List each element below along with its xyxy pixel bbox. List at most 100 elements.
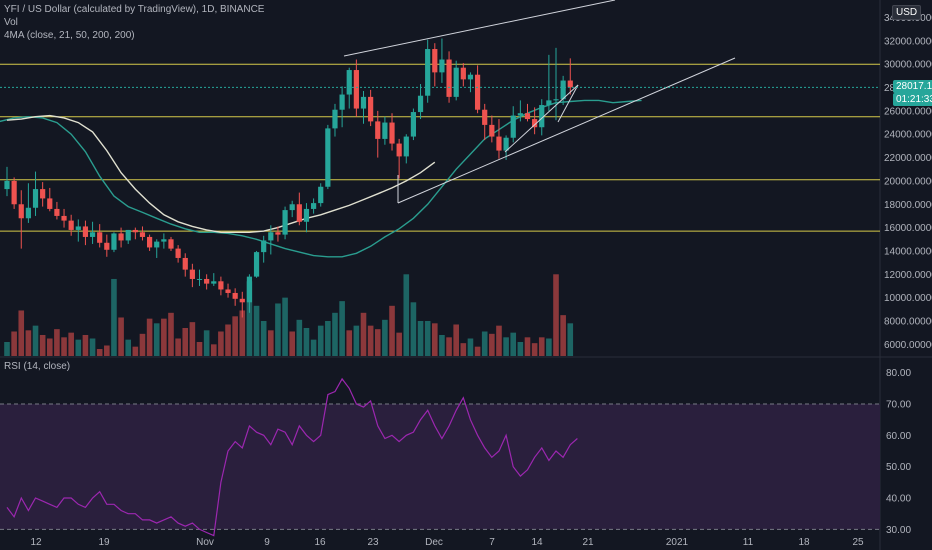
volume-bar: [567, 323, 574, 356]
volume-bar: [360, 312, 367, 356]
candle-body: [32, 189, 39, 208]
candle-body: [25, 207, 31, 219]
time-tick-label: 21: [582, 537, 594, 548]
volume-bar: [125, 339, 132, 356]
volume-bar: [496, 325, 502, 356]
rsi-line: [6, 377, 578, 537]
time-tick-label: 2021: [666, 537, 689, 548]
countdown-tag: 01:21:33: [893, 93, 932, 107]
volume-bar: [153, 323, 160, 356]
candle-body: [289, 204, 295, 211]
volume-bar: [524, 337, 531, 356]
time-tick-label: 12: [30, 537, 42, 548]
candle-body: [425, 49, 431, 96]
volume-bar: [382, 319, 388, 356]
trend-line: [343, 0, 616, 57]
candle-body: [253, 252, 260, 277]
volume-bar: [54, 329, 60, 356]
candle-body: [325, 128, 331, 187]
ma50-line: [6, 114, 436, 234]
candle-body: [546, 100, 552, 106]
rsi-legend: RSI (14, close): [4, 361, 71, 372]
time-tick-label: 23: [367, 537, 379, 548]
symbol-legend: YFI / US Dollar (calculated by TradingVi…: [4, 4, 265, 15]
volume-bar: [403, 274, 410, 356]
volume-bar: [210, 344, 217, 356]
volume-bar: [203, 330, 210, 356]
volume-bar: [332, 312, 338, 356]
candle-body: [82, 226, 89, 237]
candle-body: [524, 113, 531, 120]
price-tick-label: 32000.00000: [884, 36, 932, 47]
candle-body: [275, 232, 281, 235]
volume-bar: [104, 345, 110, 356]
rsi-tick-label: 70.00: [886, 400, 911, 411]
price-tick-label: 22000.00000: [884, 153, 932, 164]
candle-body: [517, 113, 523, 116]
volume-bar: [396, 332, 402, 356]
candle-body: [496, 136, 502, 151]
volume-bar: [531, 343, 538, 356]
price-tick-label: 6000.00000: [884, 340, 932, 351]
volume-bar: [353, 325, 360, 356]
volume-bar: [39, 334, 46, 356]
candle-body: [368, 96, 374, 122]
candle-body: [510, 115, 516, 138]
candle-body: [453, 67, 459, 97]
volume-bar: [18, 310, 25, 356]
volume-bar: [474, 346, 481, 356]
candle-body: [68, 220, 74, 230]
price-tick-label: 16000.00000: [884, 223, 932, 234]
candle-body: [168, 239, 174, 249]
volume-bar: [218, 331, 224, 356]
candle-body: [375, 121, 381, 139]
candle-body: [18, 204, 24, 219]
price-tick-label: 14000.00000: [884, 246, 932, 257]
currency-badge[interactable]: USD: [892, 5, 922, 20]
candle-body: [403, 136, 409, 157]
price-tick-label: 20000.00000: [884, 176, 932, 187]
candle-body: [353, 70, 359, 109]
candle-body: [118, 233, 124, 241]
volume-bar: [260, 320, 267, 356]
rsi-tick-label: 40.00: [886, 494, 911, 505]
time-tick-label: 16: [314, 537, 326, 548]
volume-bar: [175, 338, 181, 356]
candle-body: [303, 208, 310, 222]
trend-line: [397, 57, 736, 204]
candle-body: [204, 278, 210, 284]
candle-body: [154, 241, 160, 248]
candle-body: [218, 281, 224, 290]
candle-body: [189, 269, 195, 279]
candle-body: [132, 229, 138, 233]
candle-body: [232, 292, 238, 299]
volume-bar: [268, 330, 274, 356]
candle-body: [567, 80, 573, 88]
price-tick-label: 26000.00000: [884, 106, 932, 117]
candle-body: [382, 122, 388, 139]
candle-body: [196, 278, 203, 280]
volume-bar: [481, 331, 488, 356]
volume-bar: [253, 305, 260, 356]
candle-body: [310, 203, 317, 209]
volume-bar: [389, 305, 395, 356]
candle-body: [332, 109, 338, 129]
volume-bar: [289, 331, 295, 356]
volume-bar: [439, 334, 445, 356]
candle-body: [460, 67, 466, 80]
volume-bar: [146, 318, 153, 356]
candle-body: [318, 186, 324, 204]
candle-body: [89, 232, 96, 237]
volume-bar: [453, 324, 459, 356]
candle-body: [239, 298, 245, 303]
candle-body: [417, 95, 424, 113]
volume-bar: [460, 343, 467, 356]
candle-body: [97, 232, 103, 243]
trend-line: [504, 84, 579, 153]
candle-body: [11, 180, 17, 205]
volume-bar: [374, 329, 381, 356]
volume-bar: [46, 338, 53, 356]
volume-bar: [132, 346, 139, 356]
volume-bar: [346, 330, 353, 356]
